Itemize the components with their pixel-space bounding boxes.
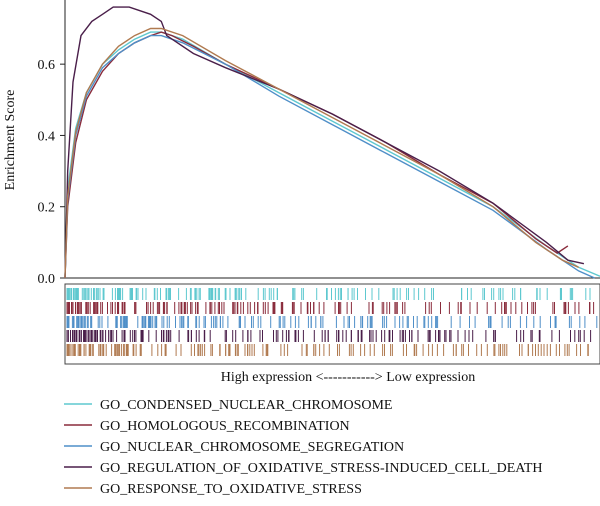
rug-ticks (66, 288, 598, 356)
legend-label: GO_CONDENSED_NUCLEAR_CHROMOSOME (100, 398, 392, 413)
x-axis-label: High expression <-----------> Low expres… (221, 370, 476, 385)
series-line-3 (64, 34, 595, 279)
legend-label: GO_NUCLEAR_CHROMOSOME_SEGREGATION (100, 440, 404, 455)
series-lines (64, 6, 600, 279)
plot-area: 0.0 0.2 0.4 0.6 (38, 0, 600, 287)
hit-rug-panel (64, 283, 600, 365)
y-tick-label: 0.2 (38, 201, 56, 216)
series-line-5 (64, 27, 579, 279)
series-line-2 (64, 31, 569, 279)
y-tick-label: 0.0 (38, 272, 56, 287)
y-axis-ticks: 0.0 0.2 0.4 0.6 (38, 58, 65, 287)
y-tick-label: 0.4 (38, 129, 56, 144)
rug-frame (64, 283, 600, 365)
series-line-4 (64, 6, 585, 279)
legend-label: GO_HOMOLOGOUS_RECOMBINATION (100, 419, 350, 434)
y-tick-label: 0.6 (38, 58, 56, 73)
series-line-1 (64, 31, 600, 279)
legend-label: GO_RESPONSE_TO_OXIDATIVE_STRESS (100, 482, 362, 497)
legend: GO_CONDENSED_NUCLEAR_CHROMOSOME GO_HOMOLO… (64, 398, 543, 497)
y-axis-label: Enrichment Score (3, 90, 18, 191)
legend-label: GO_REGULATION_OF_OXIDATIVE_STRESS-INDUCE… (100, 461, 543, 476)
